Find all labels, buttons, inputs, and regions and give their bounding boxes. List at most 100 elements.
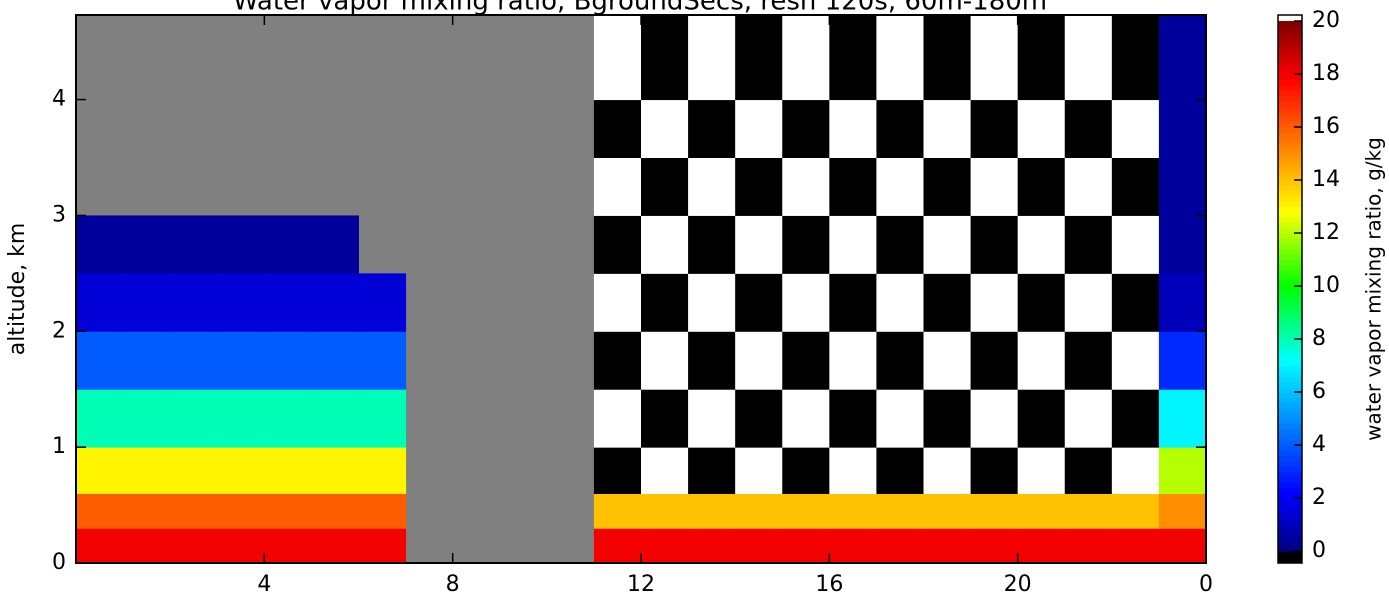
heatmap-cell (1064, 447, 1113, 494)
colorbar-tick-label: 4 (1312, 432, 1326, 457)
colorbar-segment (1278, 233, 1302, 239)
colorbar-segment (1278, 31, 1302, 38)
heatmap-cell (641, 493, 689, 529)
colorbar-segment (1278, 26, 1302, 33)
heatmap-cell (1158, 157, 1207, 216)
heatmap-cell (170, 331, 218, 390)
colorbar-label: water vapor mixing ratio, g/kg (1362, 137, 1386, 441)
heatmap-cell (1158, 331, 1207, 390)
heatmap-cell (970, 528, 1019, 564)
x-tick-label: 0 (1199, 572, 1213, 597)
colorbar-segment (1278, 339, 1302, 345)
colorbar-segment (1278, 201, 1302, 207)
heatmap-cell (1111, 389, 1160, 448)
heatmap-cell (782, 99, 830, 159)
heatmap-cell (1017, 157, 1066, 216)
colorbar-segment (1278, 47, 1302, 54)
colorbar-segment (1278, 492, 1302, 499)
colorbar-segment (1278, 460, 1302, 467)
chart-title: Water vapor mixing ratio, BgroundSecs, r… (233, 0, 1047, 17)
heatmap-cell (735, 273, 783, 332)
x-tick-label: 16 (815, 572, 843, 597)
heatmap-cell (829, 99, 877, 159)
colorbar-tick-label: 20 (1312, 8, 1340, 33)
heatmap-cell (923, 99, 972, 159)
heatmap-cell (593, 389, 642, 448)
heatmap-cell (735, 99, 783, 159)
heatmap-cell (688, 528, 736, 564)
heatmap-cell (688, 15, 736, 101)
colorbar-tick-label: 16 (1312, 114, 1340, 139)
heatmap-cell (1111, 493, 1160, 529)
heatmap-cell (1064, 157, 1113, 216)
colorbar-segment (1278, 535, 1302, 541)
colorbar-segment (1278, 349, 1302, 356)
heatmap-cell (170, 389, 218, 448)
colorbar-segment (1278, 301, 1302, 308)
heatmap-cell (1064, 493, 1113, 529)
colorbar-segment (1278, 307, 1302, 313)
colorbar-segment (1278, 439, 1302, 446)
heatmap-cell (1064, 15, 1113, 101)
heatmap-cell (688, 447, 736, 494)
colorbar-segment (1278, 471, 1302, 478)
heatmap-cell (264, 447, 312, 494)
colorbar-segment (1278, 238, 1302, 245)
heatmap-cell (923, 331, 972, 390)
colorbar-segment (1278, 291, 1302, 298)
heatmap-cell (123, 389, 171, 448)
heatmap-cell (782, 528, 830, 564)
heatmap-cell (358, 447, 407, 494)
heatmap-cell (170, 493, 218, 529)
colorbar-segment (1278, 164, 1302, 170)
heatmap-cell (1158, 215, 1207, 274)
heatmap-cell (76, 331, 124, 390)
colorbar-tick-label: 12 (1312, 220, 1340, 245)
colorbar-segment (1278, 323, 1302, 329)
colorbar-tick-label: 18 (1312, 61, 1340, 86)
colorbar-segment (1278, 392, 1302, 398)
colorbar-segment (1278, 127, 1302, 133)
colorbar-segment (1278, 418, 1302, 425)
heatmap-cell (688, 215, 736, 274)
heatmap-cell (829, 215, 877, 274)
colorbar-segment (1278, 376, 1302, 382)
heatmap-cell (735, 215, 783, 274)
colorbar-segment (1278, 445, 1302, 451)
heatmap-cell (593, 331, 642, 390)
colorbar-segment (1278, 519, 1302, 525)
colorbar-segment (1278, 52, 1302, 59)
colorbar-segment (1278, 169, 1302, 176)
colorbar-segment (1278, 286, 1302, 292)
heatmap-cell (264, 528, 312, 564)
heatmap-cell (311, 215, 359, 274)
heatmap-cell (264, 389, 312, 448)
colorbar-segment (1278, 206, 1302, 213)
colorbar-segment (1278, 254, 1302, 260)
heatmap-cell (217, 493, 265, 529)
colorbar-segment (1278, 222, 1302, 229)
heatmap-cell (1111, 15, 1160, 101)
heatmap-cell (641, 331, 689, 390)
heatmap-cell (123, 493, 171, 529)
colorbar-segment (1278, 344, 1302, 351)
colorbar-segment (1278, 248, 1302, 255)
colorbar-segment (1278, 476, 1302, 483)
colorbar-segment (1278, 42, 1302, 48)
colorbar-segment (1278, 217, 1302, 223)
colorbar-segment (1278, 195, 1302, 202)
colorbar-over (1278, 15, 1302, 21)
heatmap-cell (782, 331, 830, 390)
heatmap-cell (1017, 273, 1066, 332)
colorbar-segment (1278, 174, 1302, 181)
heatmap-cell (170, 528, 218, 564)
heatmap-cell (1111, 157, 1160, 216)
heatmap-cell (1158, 493, 1207, 529)
heatmap-cell (1017, 99, 1066, 159)
colorbar-segment (1278, 58, 1302, 64)
heatmap-cell (876, 331, 924, 390)
colorbar-segment (1278, 360, 1302, 366)
y-tick-label: 1 (52, 434, 66, 459)
colorbar-segment (1278, 413, 1302, 419)
